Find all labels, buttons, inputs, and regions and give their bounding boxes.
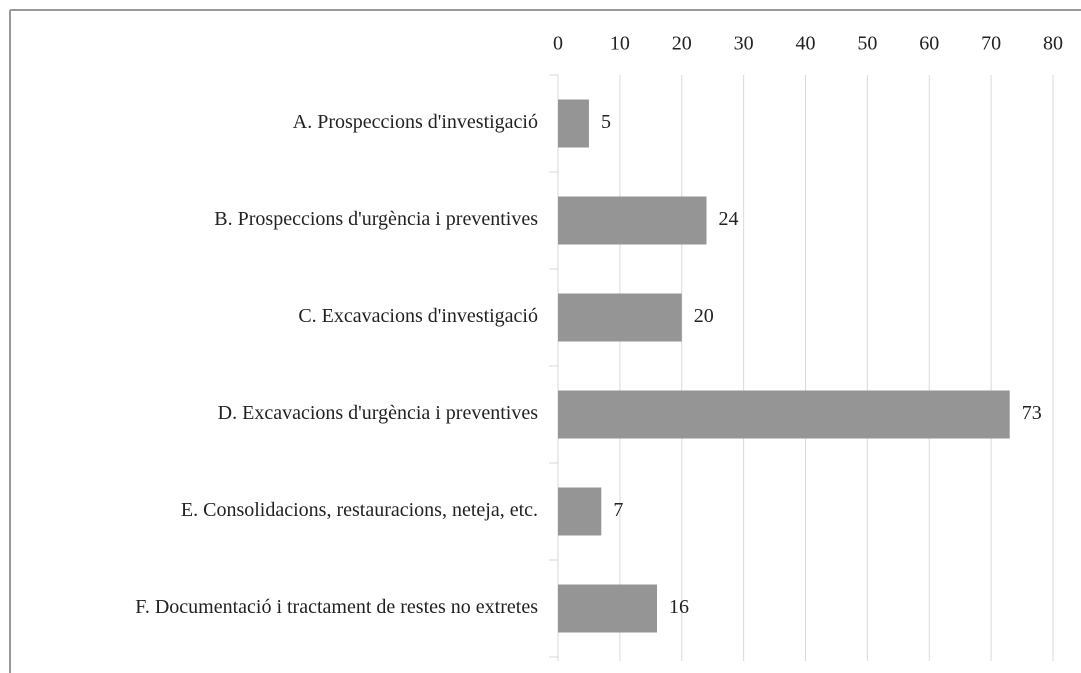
y-tick-label: A. Prospeccions d'investigació	[293, 111, 538, 133]
x-tick-label: 40	[796, 33, 816, 55]
bar	[558, 584, 657, 633]
value-label: 16	[669, 596, 689, 618]
y-tick-label: E. Consolidacions, restauracions, neteja…	[181, 499, 538, 521]
y-tick-label: C. Excavacions d'investigació	[298, 305, 538, 327]
value-label: 24	[719, 208, 739, 230]
x-tick-label: 50	[857, 33, 877, 55]
x-tick-label: 10	[610, 33, 630, 55]
x-tick-label: 30	[734, 33, 754, 55]
value-label: 5	[601, 111, 611, 133]
y-tick-label: B. Prospeccions d'urgència i preventives	[214, 208, 538, 230]
x-tick-label: 80	[1043, 33, 1063, 55]
bar	[558, 99, 589, 148]
y-tick-label: D. Excavacions d'urgència i preventives	[218, 402, 539, 424]
bar	[558, 390, 1010, 439]
value-label: 20	[694, 305, 714, 327]
x-tick-label: 60	[919, 33, 939, 55]
value-label: 7	[613, 499, 623, 521]
bar	[558, 487, 602, 536]
value-label: 73	[1022, 402, 1042, 424]
bar	[558, 293, 682, 342]
x-tick-label: 20	[672, 33, 692, 55]
y-tick-label: F. Documentació i tractament de restes n…	[135, 596, 538, 618]
x-tick-label: 0	[553, 33, 563, 55]
x-tick-label: 70	[981, 33, 1001, 55]
bar	[558, 196, 707, 245]
